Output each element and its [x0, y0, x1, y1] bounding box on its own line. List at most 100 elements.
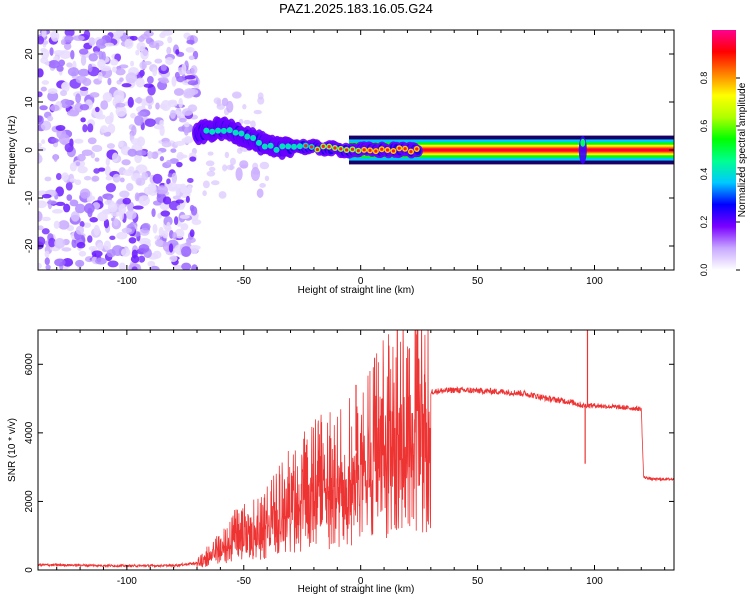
- noise-blob: [87, 235, 93, 243]
- noise-blob: [147, 260, 156, 267]
- colorbar: 0.0 0.2 0.4 0.6 0.8 Normalized spectral ampl…: [699, 30, 748, 276]
- ridge-peak: [279, 143, 286, 150]
- noise-blob: [107, 202, 118, 213]
- noise-blob: [180, 223, 189, 231]
- snr-ylabel: SNR (10 * v/v): [7, 418, 18, 482]
- noise-blob: [83, 222, 92, 228]
- noise-blob: [152, 67, 158, 77]
- noise-blob: [111, 245, 124, 256]
- noise-blob: [121, 247, 131, 257]
- noise-blob: [154, 239, 164, 247]
- ridge-peak: [273, 146, 280, 153]
- ridge-peak: [267, 142, 274, 149]
- noise-blob: [44, 250, 50, 258]
- noise-blob: [151, 208, 156, 218]
- noise-blob: [44, 176, 52, 182]
- ridge-peak: [238, 130, 245, 137]
- noise-blob: [121, 227, 133, 234]
- noise-blob: [64, 35, 74, 42]
- ridge-outlier-blob: [235, 167, 243, 181]
- noise-blob: [172, 195, 181, 200]
- noise-blob: [53, 49, 65, 56]
- noise-blob: [107, 123, 116, 134]
- noise-blob: [138, 195, 150, 206]
- noise-blob: [184, 75, 196, 80]
- noise-blob: [38, 115, 44, 125]
- noise-blob: [169, 255, 178, 262]
- noise-blob: [191, 219, 202, 226]
- noise-blob: [194, 84, 200, 90]
- noise-blob: [79, 221, 85, 228]
- noise-blob: [169, 158, 179, 164]
- noise-blob: [44, 257, 50, 266]
- noise-blob: [165, 57, 174, 65]
- noise-blob: [189, 229, 195, 238]
- noise-blob: [125, 72, 138, 84]
- x-tick-label: -50: [237, 276, 252, 287]
- noise-blob: [174, 71, 180, 79]
- noise-blob: [185, 69, 193, 75]
- noise-blob: [61, 82, 69, 90]
- noise-blob: [174, 216, 179, 226]
- noise-blob: [147, 104, 153, 110]
- noise-blob: [163, 216, 173, 227]
- scatter-blob: [229, 157, 236, 166]
- noise-blob: [175, 49, 180, 55]
- colorbar-tick-label: 0.8: [699, 72, 709, 85]
- x-tick-label: 0: [358, 576, 364, 587]
- noise-blob: [116, 200, 124, 205]
- noise-blob: [178, 117, 187, 123]
- ridge-peak-center: [391, 149, 396, 153]
- noise-blob: [181, 262, 192, 270]
- noise-blob: [100, 100, 109, 110]
- noise-blob: [97, 211, 108, 222]
- noise-blob: [118, 203, 127, 215]
- colorbar-tick-label: 0.0: [699, 264, 709, 277]
- scatter-blob: [253, 109, 262, 115]
- noise-blob: [41, 194, 52, 199]
- noise-blob: [55, 172, 62, 181]
- noise-blob: [44, 61, 50, 66]
- noise-blob: [169, 109, 176, 119]
- ridge-peak-center: [415, 147, 419, 151]
- noise-blob: [127, 201, 135, 212]
- x-tick-label: 100: [586, 276, 603, 287]
- figure-title: PAZ1.2025.183.16.05.G24: [279, 1, 433, 16]
- noise-blob: [94, 157, 100, 162]
- noise-blob: [135, 77, 145, 88]
- ridge-peak: [244, 133, 251, 140]
- noise-blob: [45, 264, 51, 270]
- noise-blob: [172, 232, 178, 240]
- noise-blob: [39, 105, 48, 111]
- ridge-peak-center: [403, 147, 407, 151]
- noise-blob: [151, 151, 159, 159]
- scatter-blob: [250, 120, 256, 129]
- noise-blob: [112, 173, 121, 183]
- snr-series: [38, 330, 674, 569]
- noise-blob: [61, 172, 69, 182]
- noise-blob: [186, 39, 195, 45]
- ridge-peak-center: [309, 145, 314, 149]
- noise-blob: [191, 264, 198, 270]
- ridge-peak-center: [380, 147, 384, 151]
- noise-blob: [48, 237, 56, 248]
- noise-blob: [188, 55, 195, 61]
- noise-blob: [187, 80, 199, 86]
- noise-blob: [49, 104, 60, 112]
- snr-xlabel: Height of straight line (km): [298, 584, 415, 595]
- ridge-peak-center: [345, 148, 349, 152]
- colorbar-tick-label: 0.6: [699, 120, 709, 133]
- noise-blob: [66, 62, 73, 68]
- noise-blob: [64, 142, 74, 153]
- noise-blob: [160, 79, 170, 84]
- x-tick-label: -100: [117, 276, 137, 287]
- ridge-peak: [250, 135, 257, 142]
- colorbar-ticks: 0.0 0.2 0.4 0.6 0.8: [699, 72, 740, 277]
- noise-blob: [72, 35, 85, 41]
- noise-blob: [147, 183, 157, 192]
- noise-blob: [187, 185, 193, 194]
- noise-blob: [38, 36, 45, 45]
- noise-blob: [146, 75, 154, 84]
- noise-blob: [88, 245, 98, 251]
